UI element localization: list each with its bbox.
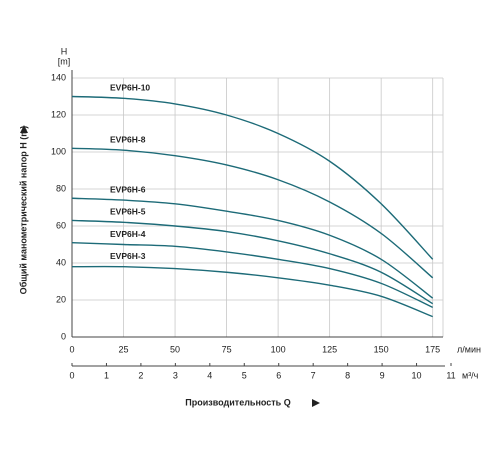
x-tick-label: 75 [222, 344, 232, 354]
x-tick-label: 25 [119, 344, 129, 354]
curve-label: EVP6H-4 [110, 229, 146, 239]
x-arrow [312, 399, 320, 407]
x2-tick-label: 8 [345, 370, 350, 380]
curve-label: EVP6H-3 [110, 251, 146, 261]
curve [71, 197, 434, 299]
curve [71, 147, 434, 279]
x-tick-label: 150 [374, 344, 389, 354]
y-tick-label: 0 [61, 331, 66, 341]
x2-unit: м³/ч [462, 370, 479, 380]
x2-tick-label: 9 [380, 370, 385, 380]
y-tick-label: 60 [56, 220, 66, 230]
x2-tick-label: 11 [446, 370, 455, 380]
x-tick-label: 0 [69, 344, 74, 354]
y-unit: [m] [58, 56, 71, 66]
x-tick-label: 175 [425, 344, 440, 354]
curve [71, 241, 433, 309]
y-tick-label: 80 [56, 183, 66, 193]
curve [71, 95, 434, 260]
y-unit-symbol: H [61, 46, 68, 56]
curve-label: EVP6H-10 [110, 83, 150, 93]
x2-tick-label: 2 [138, 370, 143, 380]
x2-tick-label: 7 [311, 370, 316, 380]
x2-tick-label: 4 [207, 370, 212, 380]
curve-label: EVP6H-5 [110, 207, 146, 217]
y-tick-label: 20 [56, 294, 66, 304]
x-unit: л/мин [457, 344, 481, 354]
y-tick-label: 100 [51, 146, 66, 156]
x2-tick-label: 1 [104, 370, 109, 380]
x2-tick-label: 0 [69, 370, 74, 380]
x2-tick-label: 3 [173, 370, 178, 380]
y-arrow [20, 125, 28, 133]
curve [71, 219, 434, 305]
x2-tick-label: 5 [242, 370, 247, 380]
x-tick-label: 50 [170, 344, 180, 354]
x-tick-label: 100 [271, 344, 286, 354]
x-axis-title: Производительность Q [185, 397, 290, 407]
y-tick-label: 120 [51, 109, 66, 119]
curve-label: EVP6H-6 [110, 184, 146, 194]
y-tick-label: 40 [56, 257, 66, 267]
x-tick-label: 125 [322, 344, 337, 354]
x2-tick-label: 10 [412, 370, 422, 380]
y-axis-title: Общий манометрический напор H (m) [18, 126, 28, 295]
curve-label: EVP6H-8 [110, 134, 146, 144]
x2-tick-label: 6 [276, 370, 281, 380]
y-tick-label: 140 [51, 72, 66, 82]
curve [71, 265, 433, 318]
